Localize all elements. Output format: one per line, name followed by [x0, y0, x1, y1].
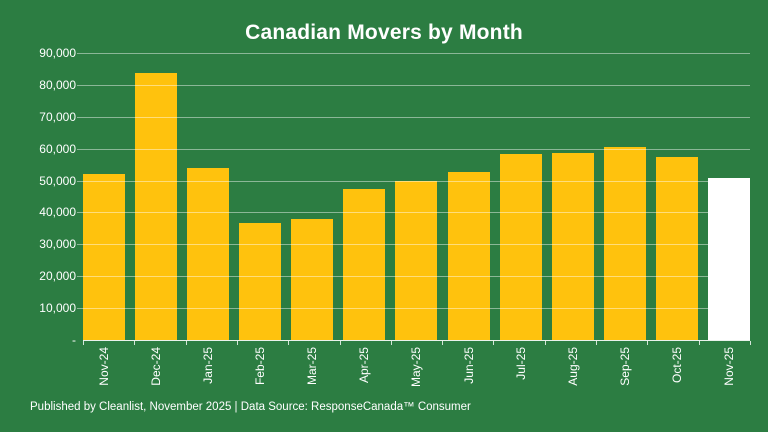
- y-axis-tick-label: 40,000: [39, 205, 76, 220]
- gridline: [77, 276, 750, 278]
- x-axis-tick-label: May-25: [409, 347, 424, 388]
- x-axis-tick-label: Feb-25: [253, 347, 268, 386]
- x-axis-tick: [596, 341, 598, 345]
- x-axis-tick: [493, 341, 495, 345]
- bar-Oct-25: [655, 157, 698, 340]
- y-axis-labels: - 10,000 20,000 30,000 40,000 50,000 60,000 70,…: [0, 46, 76, 347]
- chart-title: Canadian Movers by Month: [245, 21, 523, 44]
- y-axis-tick-label: 80,000: [39, 77, 76, 92]
- x-axis-label-slot: Apr-25: [343, 347, 385, 402]
- bar-Apr-25: [343, 189, 386, 340]
- x-axis-label-slot: Jan-25: [187, 347, 229, 402]
- y-axis-tick-label: 90,000: [39, 46, 76, 60]
- gridline: [77, 180, 750, 182]
- x-axis-tick-label: Jun-25: [461, 347, 476, 384]
- y-axis-tick-label: -: [72, 333, 76, 347]
- y-axis-tick-label: 50,000: [39, 173, 76, 188]
- x-axis-labels: Nov-24 Dec-24 Jan-25 Feb-25 Mar-25 Apr-25 May-…: [83, 347, 750, 402]
- x-axis-label-slot: Jun-25: [448, 347, 490, 402]
- x-axis-tick: [185, 341, 187, 345]
- gridline: [77, 244, 750, 246]
- x-axis-label-slot: Dec-24: [135, 347, 177, 402]
- x-axis-label-slot: Jul-25: [500, 347, 542, 402]
- bar-Nov-25: [707, 178, 750, 340]
- bar-Feb-25: [239, 223, 282, 340]
- bar-May-25: [395, 181, 438, 340]
- x-axis-tick: [236, 341, 238, 345]
- x-axis-label-slot: May-25: [395, 347, 437, 402]
- x-axis-tick: [442, 341, 444, 345]
- bar-series: [83, 53, 750, 340]
- bar-Jul-25: [499, 154, 542, 340]
- x-axis-tick-label: Jul-25: [513, 347, 528, 380]
- y-axis-tick-label: 30,000: [39, 237, 76, 252]
- x-axis-label-slot: Nov-24: [83, 347, 125, 402]
- x-axis-tick-label: Jan-25: [201, 347, 216, 384]
- gridline: [77, 116, 750, 118]
- x-axis-tick-label: Aug-25: [565, 347, 580, 386]
- x-axis-tick: [647, 341, 649, 345]
- x-axis-tick: [698, 341, 700, 345]
- footer-text: Published by Cleanlist, November 2025 | …: [30, 401, 471, 413]
- x-axis-tick-label: Oct-25: [669, 347, 684, 384]
- y-axis-tick-label: 20,000: [39, 269, 76, 284]
- bar-Aug-25: [551, 152, 594, 340]
- x-axis-tick: [750, 341, 751, 345]
- x-axis-tick-label: Mar-25: [305, 347, 320, 386]
- x-axis-tick: [390, 341, 392, 345]
- x-axis-tick: [544, 341, 546, 345]
- y-axis-tick-label: 10,000: [39, 301, 76, 316]
- y-axis-tick-label: 70,000: [39, 109, 76, 124]
- bar-Jan-25: [187, 168, 230, 340]
- x-axis-tick-label: Sep-25: [617, 347, 632, 386]
- x-axis-label-slot: Mar-25: [291, 347, 333, 402]
- x-axis-tick-label: Dec-24: [149, 347, 164, 386]
- x-axis-tick: [134, 341, 136, 345]
- gridline: [77, 148, 750, 150]
- x-axis-tick: [288, 341, 290, 345]
- x-axis-tick-label: Apr-25: [357, 347, 372, 384]
- gridline: [77, 212, 750, 214]
- x-axis-tick: [339, 341, 341, 345]
- y-axis-tick-label: 60,000: [39, 141, 76, 156]
- x-axis-label-slot: Oct-25: [656, 347, 698, 402]
- gridline: [77, 84, 750, 86]
- x-axis-tick-label: Nov-24: [97, 347, 111, 386]
- x-axis-tick-label: Nov-25: [721, 347, 736, 386]
- x-axis-label-slot: Nov-25: [708, 347, 750, 402]
- gridline: [77, 308, 750, 310]
- x-axis-tick: [83, 341, 84, 345]
- x-axis-ticks: [83, 341, 751, 346]
- plot-area: [77, 53, 750, 341]
- bar-Jun-25: [447, 171, 490, 340]
- x-axis-label-slot: Sep-25: [604, 347, 646, 402]
- bar-Nov-24: [83, 173, 125, 340]
- gridline: [77, 53, 750, 54]
- bar-Mar-25: [291, 218, 334, 340]
- x-axis-label-slot: Aug-25: [552, 347, 594, 402]
- x-axis-label-slot: Feb-25: [239, 347, 281, 402]
- bar-Sep-25: [603, 147, 646, 340]
- bar-Dec-24: [135, 72, 178, 340]
